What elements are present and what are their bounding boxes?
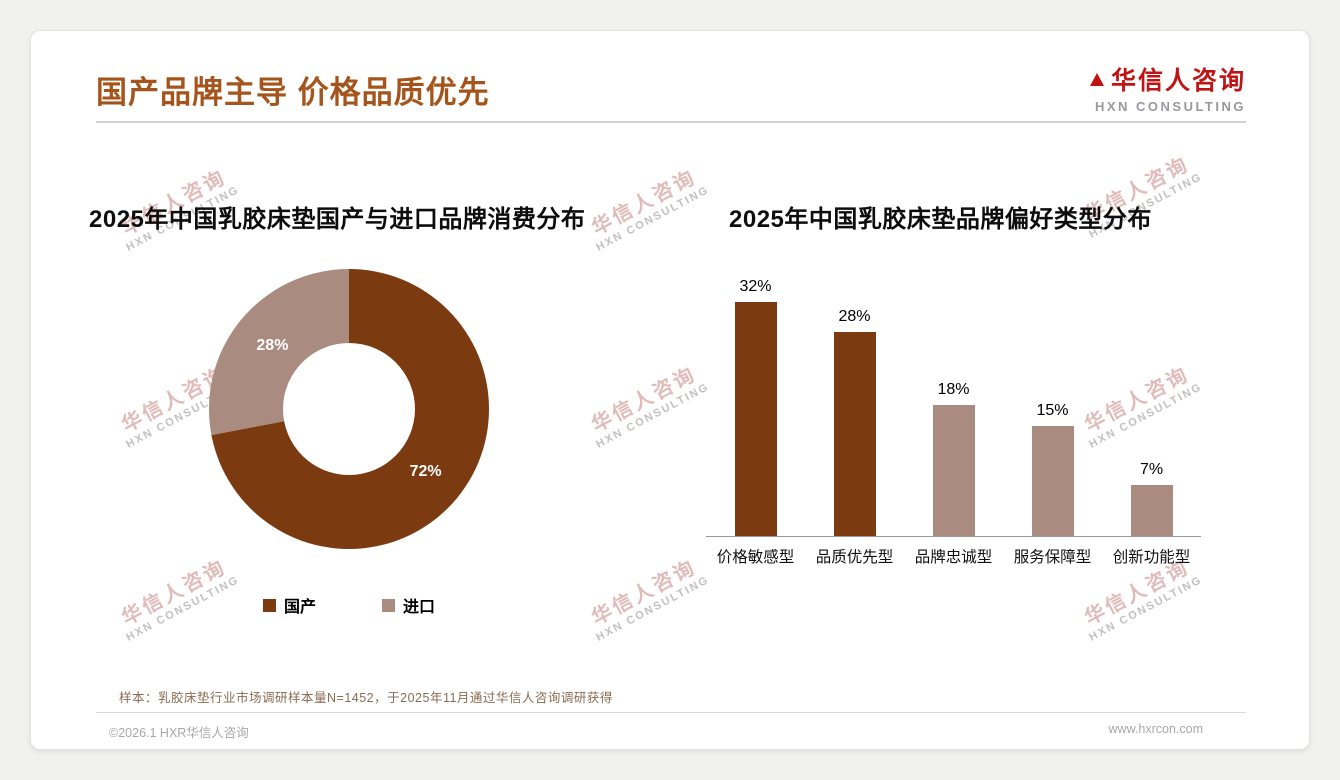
bar-chart-categories: 价格敏感型 品质优先型 品牌忠诚型 服务保障型 创新功能型: [706, 545, 1201, 567]
sample-footnote: 样本：乳胶床垫行业市场调研样本量N=1452，于2025年11月通过华信人咨询调…: [119, 691, 613, 705]
legend-swatch: [262, 598, 276, 612]
bar: [833, 332, 876, 536]
watermark: 华信人咨询 HXN CONSULTING: [588, 166, 712, 254]
bar-value-label: 32%: [739, 278, 772, 295]
watermark: 华信人咨询 HXN CONSULTING: [588, 556, 712, 644]
bar-column: 28%: [805, 308, 904, 536]
bar-category-label: 创新功能型: [1112, 549, 1191, 566]
bar-column: 18%: [904, 381, 1003, 536]
bar-value-label: 18%: [937, 381, 970, 398]
company-logo: 华信人咨询 HXN CONSULTING: [1089, 61, 1246, 114]
copyright-text: ©2026.1 HXR华信人咨询: [109, 726, 249, 740]
legend-swatch: [382, 598, 395, 612]
header-divider: [96, 121, 1246, 123]
bar-value-label: 15%: [1036, 402, 1069, 419]
page-footer: ©2026.1 HXR华信人咨询 www.hxrcon.com: [109, 722, 1203, 741]
donut-slice-label: 28%: [256, 336, 289, 354]
bar-chart-title: 2025年中国乳胶床垫品牌偏好类型分布: [729, 206, 1152, 233]
slide-card: 华信人咨询 HXN CONSULTING 华信人咨询 HXN CONSULTING 华信…: [30, 30, 1310, 750]
donut-chart-title: 2025年中国乳胶床垫国产与进口品牌消费分布: [89, 206, 586, 233]
bar-column: 7%: [1102, 461, 1201, 536]
donut-hole: [283, 343, 415, 475]
bar-category-label: 服务保障型: [1013, 549, 1092, 566]
bar-column: 32%: [706, 278, 805, 536]
logo-name-cn: 华信人咨询: [1110, 67, 1246, 95]
donut-chart: 72% 28%: [209, 269, 489, 549]
donut-slice-label: 72%: [409, 463, 442, 481]
logo-icon: [1089, 72, 1104, 86]
legend-label: 进口: [403, 599, 436, 616]
donut-legend: 国产 进口: [179, 593, 519, 617]
bar: [734, 302, 777, 536]
bar-value-label: 7%: [1139, 461, 1164, 478]
legend-item: 国产: [262, 593, 316, 617]
footer-divider: [96, 712, 1246, 713]
bar-category-label: 品质优先型: [815, 549, 894, 566]
bar-column: 15%: [1003, 402, 1102, 536]
legend-item: 进口: [382, 593, 435, 617]
bar-category-label: 品牌忠诚型: [914, 549, 993, 566]
logo-name-en: HXN CONSULTING: [1094, 99, 1246, 114]
watermark: 华信人咨询 HXN CONSULTING: [588, 363, 712, 451]
bar: [932, 405, 975, 536]
website-link[interactable]: www.hxrcon.com: [1108, 722, 1203, 736]
bar-category-label: 价格敏感型: [716, 549, 795, 566]
bar: [1031, 426, 1074, 536]
legend-label: 国产: [283, 599, 316, 616]
bar: [1130, 485, 1173, 536]
bar-value-label: 28%: [838, 308, 871, 325]
page-title: 国产品牌主导 价格品质优先: [96, 75, 490, 110]
bar-chart-plot: 32% 28% 18% 15% 7%: [706, 271, 1201, 537]
